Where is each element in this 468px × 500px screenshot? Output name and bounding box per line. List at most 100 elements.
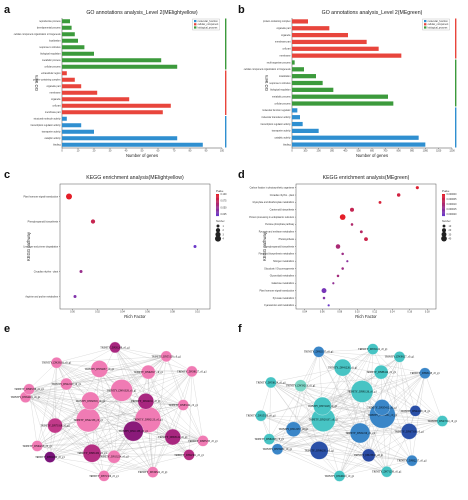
bar xyxy=(62,51,94,56)
node-label: TRINITY_DN64219_c0_g1 xyxy=(11,396,41,399)
color-legend-segment xyxy=(216,198,219,200)
node-label: TRINITY_DN11138_c0_g1 xyxy=(119,430,149,433)
category-label: cell part xyxy=(282,48,290,51)
x-tick-label: 800 xyxy=(397,150,402,153)
color-legend-segment xyxy=(442,202,445,204)
panel-e-network: TRINITY_DN92123_c0_g1 TRINITY_DN42136_c0_… xyxy=(11,341,218,482)
node-label: TRINITY_DN27214_c0_g1 xyxy=(428,420,458,423)
x-tick-label: 0.06 xyxy=(320,311,325,314)
network-edge xyxy=(277,351,319,450)
network-edge xyxy=(372,349,443,422)
network-edge xyxy=(56,362,204,442)
network-edge xyxy=(166,356,184,406)
category-label: Glycerolipid metabolism xyxy=(270,275,294,278)
color-legend-segment xyxy=(216,194,219,196)
bar xyxy=(292,108,298,113)
panel-a-go-bar-chart: GO annotations analysis_Level 2(MElighty… xyxy=(14,10,227,158)
network-edge xyxy=(103,440,203,477)
category-label: Galactose metabolism xyxy=(271,282,294,285)
category-label: organelle part xyxy=(276,27,290,30)
network-node xyxy=(177,399,189,411)
network-edge xyxy=(54,362,57,426)
point xyxy=(364,237,368,242)
node-label: TRINITY_DN41226_c0_g1 xyxy=(328,367,358,370)
category-label: response to stimulus xyxy=(269,82,291,85)
network-edge xyxy=(91,453,153,473)
network-edge xyxy=(318,351,413,461)
network-node xyxy=(350,380,374,403)
node-label: TRINITY_DN88124_c0_g1 xyxy=(366,371,396,374)
network-node xyxy=(373,364,389,380)
network-edge xyxy=(372,349,410,432)
network-edge xyxy=(415,373,426,411)
x-tick-label: 0.16 xyxy=(407,311,412,314)
network-edge xyxy=(66,356,167,385)
category-label: Glyoxylate and dicarboxylate metabolism xyxy=(252,201,294,204)
color-legend-tick: 0.000020 xyxy=(447,213,458,216)
network-edge xyxy=(37,436,173,447)
y-axis-title: GO term xyxy=(264,74,269,91)
x-tick-label: 900 xyxy=(410,150,415,153)
point xyxy=(335,244,341,249)
category-label: Nitrogen metabolism xyxy=(273,260,294,263)
category-label: protein-containing complex xyxy=(263,20,291,23)
network-edge xyxy=(114,347,146,402)
x-tick-label: 0.10 xyxy=(195,311,200,314)
network-edge xyxy=(49,456,153,473)
network-node xyxy=(31,440,43,452)
x-tick-label: 0.06 xyxy=(145,311,150,314)
point xyxy=(193,245,197,248)
group-strip xyxy=(225,18,227,70)
node-label: TRINITY_DN12237_c0_g1 xyxy=(279,428,309,431)
network-edge xyxy=(339,460,412,477)
chart-title: KEGG enrichment analysis(MEgreen) xyxy=(323,175,410,181)
node-label: TRINITY_DN83231_c0_g1 xyxy=(368,414,398,417)
node-label: TRINITY_DN67319_c0_g1 xyxy=(394,430,424,433)
node-label: TRINITY_DN48219_c0_g1 xyxy=(325,475,355,478)
color-legend-segment xyxy=(442,200,445,202)
network-edge xyxy=(318,351,400,357)
network-node xyxy=(419,367,431,379)
node-label: TRINITY_DN38127_c0_g1 xyxy=(177,370,207,373)
color-legend-segment xyxy=(442,197,445,199)
category-label: molecular function regulator xyxy=(262,109,291,112)
network-edge xyxy=(56,356,167,363)
node-label: TRINITY_DN71326_c0_g1 xyxy=(89,475,119,478)
panel-letter-b: b xyxy=(238,4,245,16)
network-node xyxy=(137,393,154,410)
network-edge xyxy=(270,382,320,451)
legend-label: biological_process xyxy=(198,26,218,29)
network-edge xyxy=(49,368,100,458)
network-edge xyxy=(66,371,192,385)
point xyxy=(73,295,77,298)
category-label: membrane xyxy=(50,92,62,95)
x-axis-title: Rich Factor xyxy=(124,314,146,319)
point xyxy=(349,207,355,212)
node-label: TRINITY_DN91126_c0_g1 xyxy=(347,390,377,393)
category-label: Phenylpropanoid biosynthesis xyxy=(28,220,59,223)
legend-box xyxy=(192,18,220,31)
category-label: Protein processing in endoplasmic reticu… xyxy=(249,216,294,219)
y-axis-title: KEGG pathway xyxy=(26,231,31,261)
network-edge xyxy=(188,371,193,455)
category-label: transcription regulator activity xyxy=(261,123,292,126)
color-legend-segment xyxy=(442,199,445,201)
network-edge xyxy=(361,391,387,472)
node-label: TRINITY_DN42136_c0_g1 xyxy=(73,419,103,422)
network-edge xyxy=(29,389,91,402)
node-label: TRINITY_DN19324_c0_g1 xyxy=(138,471,168,474)
network-edge xyxy=(260,415,443,422)
network-edge xyxy=(323,349,373,420)
color-legend-segment xyxy=(216,209,219,211)
network-edge xyxy=(360,373,426,434)
node-label: TRINITY_DN71238_c0_g1 xyxy=(372,471,402,474)
color-legend-segment xyxy=(442,210,445,212)
node-label: TRINITY_DN94218_c0_g1 xyxy=(22,445,52,448)
category-label: Glycolysis / Gluconeogenesis xyxy=(264,268,295,270)
network-edge xyxy=(269,439,412,461)
network-edge xyxy=(115,347,167,357)
point xyxy=(350,223,354,226)
x-tick-label: 200 xyxy=(317,150,322,153)
category-label: multi-organism process xyxy=(267,61,292,64)
network-edge xyxy=(148,372,190,455)
